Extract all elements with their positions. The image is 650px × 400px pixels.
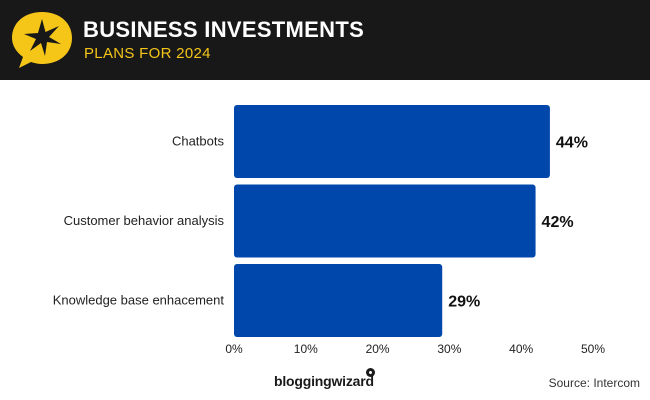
x-tick-label: 40% — [509, 342, 533, 356]
value-label: 42% — [542, 214, 574, 231]
source-note: Source: Intercom — [548, 376, 640, 390]
brand-logo: bloggingwizard — [274, 373, 374, 389]
x-tick-label: 10% — [294, 342, 318, 356]
x-tick-label: 30% — [437, 342, 461, 356]
bar-customer-behavior-analysis — [234, 184, 536, 258]
chart-title: BUSINESS INVESTMENTS — [83, 17, 365, 42]
chart-subtitle: PLANS FOR 2024 — [84, 45, 211, 62]
category-label: Knowledge base enhacement — [53, 293, 225, 308]
bar-chatbots — [234, 105, 550, 178]
category-label: Customer behavior analysis — [64, 213, 225, 228]
header-banner: BUSINESS INVESTMENTS PLANS FOR 2024 — [0, 0, 650, 80]
bar-chart: Chatbots 44% Customer behavior analysis 42%… — [53, 105, 605, 356]
x-tick-label: 20% — [366, 342, 390, 356]
value-label: 44% — [556, 135, 588, 152]
bar-knowledge-base-enhacement — [234, 264, 443, 337]
brand-dot-icon — [366, 368, 375, 377]
category-label: Chatbots — [172, 134, 225, 149]
star-speech-bubble-icon — [12, 12, 72, 68]
x-tick-label: 0% — [225, 342, 243, 356]
value-label: 29% — [448, 294, 480, 311]
x-tick-label: 50% — [581, 342, 605, 356]
